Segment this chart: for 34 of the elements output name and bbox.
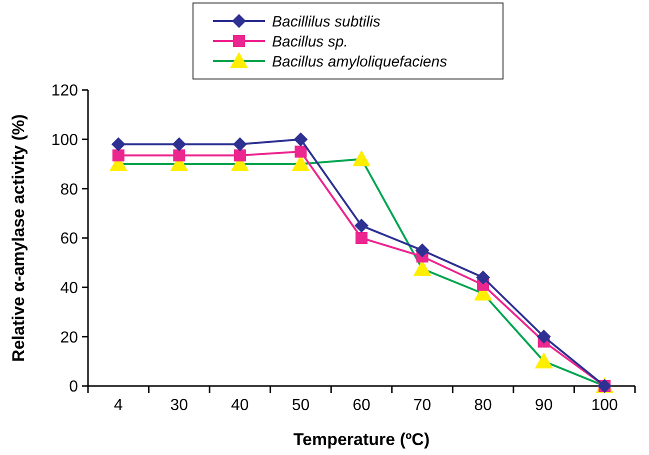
legend-label: Bacillus amyloliquefaciens bbox=[272, 53, 448, 70]
point bbox=[294, 132, 308, 146]
point bbox=[173, 149, 186, 162]
point bbox=[354, 218, 368, 233]
x-tick-label: 70 bbox=[413, 397, 432, 414]
point bbox=[112, 149, 124, 162]
point bbox=[294, 146, 307, 158]
x-tick-label: 60 bbox=[352, 397, 370, 414]
point bbox=[356, 232, 368, 244]
point bbox=[232, 137, 247, 152]
point bbox=[111, 137, 126, 152]
x-tick-label: 90 bbox=[534, 397, 553, 414]
x-axis-title: Temperature (ºC) bbox=[293, 430, 430, 449]
point bbox=[234, 149, 246, 162]
y-tick-label: 0 bbox=[69, 378, 78, 396]
x-tick-label: 40 bbox=[231, 397, 249, 414]
legend-label: Bacillus sp. bbox=[272, 33, 348, 50]
x-tick-label: 80 bbox=[474, 397, 492, 414]
y-tick-label: 40 bbox=[60, 280, 78, 297]
point bbox=[172, 137, 186, 152]
point bbox=[536, 330, 551, 344]
x-tick-label: 30 bbox=[170, 397, 188, 414]
y-tick-label: 60 bbox=[60, 230, 78, 248]
x-tick-label: 50 bbox=[292, 397, 310, 414]
y-axis-title: Relative α-amylase activity (%) bbox=[9, 114, 28, 362]
y-tick-label: 80 bbox=[60, 181, 78, 198]
point bbox=[415, 243, 430, 258]
x-tick-label: 100 bbox=[591, 397, 618, 414]
x-tick-label: 4 bbox=[114, 397, 123, 414]
y-tick-label: 20 bbox=[60, 329, 78, 346]
y-tick-label: 120 bbox=[51, 82, 78, 100]
legend-label: Bacillilus subtilis bbox=[272, 13, 381, 30]
point bbox=[476, 270, 490, 284]
y-tick-label: 100 bbox=[51, 132, 78, 149]
